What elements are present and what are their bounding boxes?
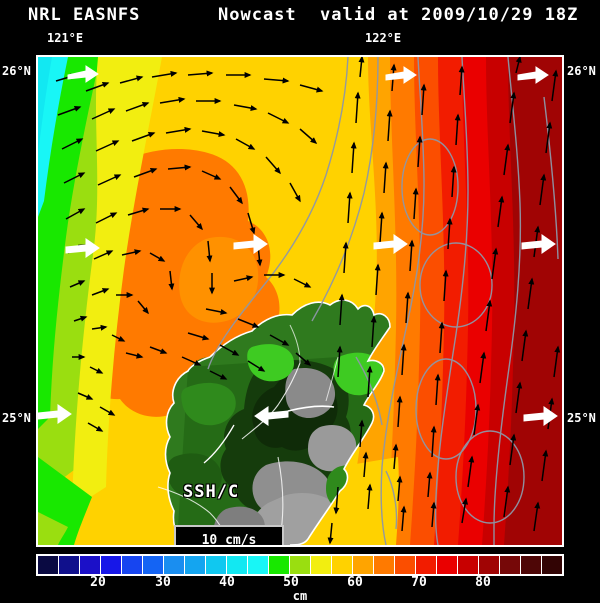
colorbar-swatch bbox=[353, 556, 374, 574]
vector-scale-key: 10 cm/s → bbox=[174, 525, 284, 545]
lon-label-121e: 121°E bbox=[47, 31, 84, 45]
ssh-field-label: SSH/C bbox=[183, 482, 240, 502]
colorbar-frame bbox=[36, 554, 564, 576]
colorbar-swatch bbox=[143, 556, 164, 574]
colorbar-unit-label: cm bbox=[292, 589, 308, 603]
colorbar-tick-label: 80 bbox=[475, 575, 491, 590]
colorbar-swatch bbox=[311, 556, 332, 574]
colorbar-ticks: 20 30 40 50 60 70 80 bbox=[0, 575, 600, 591]
colorbar-swatch bbox=[122, 556, 143, 574]
title-row: NRL EASNFS Nowcast valid at 2009/10/29 1… bbox=[0, 5, 600, 27]
colorbar-tick-label: 40 bbox=[219, 575, 235, 590]
observation-arrows-layer bbox=[38, 65, 558, 464]
ssh-contour-layer bbox=[207, 57, 559, 545]
colorbar-swatch bbox=[101, 556, 122, 574]
colorbar-swatch bbox=[374, 556, 395, 574]
colorbar-swatch bbox=[248, 556, 269, 574]
colorbar[interactable] bbox=[38, 556, 562, 574]
colorbar-swatch bbox=[416, 556, 437, 574]
valid-time-title: valid at 2009/10/29 18Z bbox=[320, 5, 579, 25]
colorbar-tick-label: 20 bbox=[90, 575, 106, 590]
colorbar-swatch bbox=[437, 556, 458, 574]
model-title: NRL EASNFS bbox=[28, 5, 141, 25]
map-canvas[interactable]: SSH/C 10 cm/s → bbox=[38, 57, 562, 545]
colorbar-tick-label: 50 bbox=[283, 575, 299, 590]
colorbar-swatch bbox=[80, 556, 101, 574]
colorbar-swatch bbox=[458, 556, 479, 574]
colorbar-swatch bbox=[395, 556, 416, 574]
colorbar-swatch bbox=[290, 556, 311, 574]
lat-label-right-26n: 26°N bbox=[567, 64, 596, 78]
lat-label-left-26n: 26°N bbox=[2, 64, 31, 78]
colorbar-swatch bbox=[227, 556, 248, 574]
colorbar-swatch bbox=[542, 556, 562, 574]
vector-scale-magnitude: 10 cm/s bbox=[201, 533, 257, 545]
colorbar-swatch bbox=[38, 556, 59, 574]
colorbar-swatch bbox=[206, 556, 227, 574]
colorbar-tick-label: 70 bbox=[411, 575, 427, 590]
map-frame: SSH/C 10 cm/s → bbox=[36, 55, 564, 547]
colorbar-swatch bbox=[185, 556, 206, 574]
lat-label-left-25n: 25°N bbox=[2, 411, 31, 425]
colorbar-swatch bbox=[332, 556, 353, 574]
colorbar-swatch bbox=[500, 556, 521, 574]
colorbar-swatch bbox=[479, 556, 500, 574]
lat-label-right-25n: 25°N bbox=[567, 411, 596, 425]
colorbar-tick-label: 30 bbox=[155, 575, 171, 590]
colorbar-tick-label: 60 bbox=[347, 575, 363, 590]
colorbar-swatch bbox=[521, 556, 542, 574]
colorbar-swatch bbox=[59, 556, 80, 574]
lon-label-122e: 122°E bbox=[365, 31, 402, 45]
current-vectors-layer bbox=[55, 57, 561, 545]
product-title: Nowcast bbox=[218, 5, 297, 25]
colorbar-swatch bbox=[164, 556, 185, 574]
colorbar-swatch bbox=[269, 556, 290, 574]
